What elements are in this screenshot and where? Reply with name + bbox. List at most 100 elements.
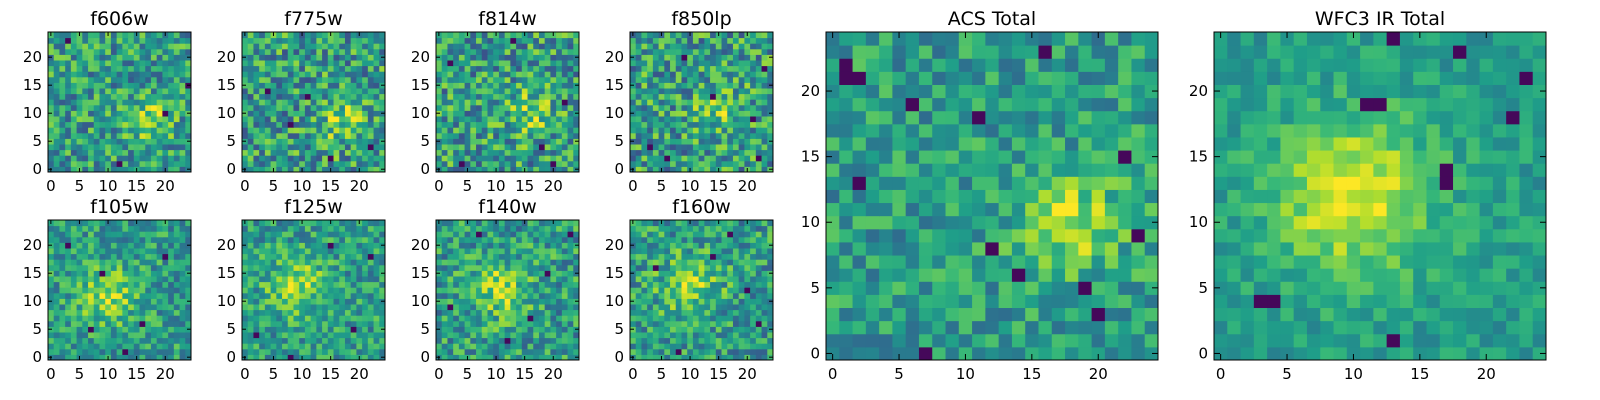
heatmap-cell: [139, 236, 146, 243]
heatmap-cell: [259, 242, 266, 249]
heatmap-cell: [247, 149, 254, 156]
heatmap-cell: [561, 43, 569, 50]
heatmap-cell: [133, 43, 141, 50]
heatmap-cell: [664, 343, 671, 350]
heatmap-cell: [715, 144, 723, 151]
heatmap-cell: [122, 82, 129, 89]
heatmap-cell: [436, 304, 443, 311]
heatmap-cell: [122, 298, 129, 305]
heatmap-cell: [510, 43, 517, 50]
heatmap-cell: [527, 320, 534, 327]
heatmap-cell: [367, 149, 375, 156]
heatmap-cell: [738, 71, 745, 78]
heatmap-cell: [441, 292, 448, 299]
heatmap-cell: [48, 104, 55, 111]
heatmap-cell: [436, 71, 443, 78]
heatmap-cell: [561, 231, 569, 238]
heatmap-cell: [373, 292, 380, 299]
heatmap-cell: [738, 320, 745, 327]
heatmap-cell: [658, 149, 665, 156]
heatmap-cell: [333, 155, 340, 162]
heatmap-cell: [498, 160, 506, 167]
heatmap-cell: [350, 281, 357, 288]
heatmap-cell: [658, 309, 665, 316]
heatmap-cell: [510, 54, 517, 61]
heatmap-cell: [710, 320, 717, 327]
heatmap-cell: [350, 326, 357, 333]
heatmap-cell: [647, 343, 654, 350]
y-tick-label: 0: [420, 160, 430, 178]
heatmap-cell: [339, 231, 346, 238]
heatmap-cell: [282, 60, 289, 67]
heatmap-cell: [173, 264, 181, 271]
heatmap-cell: [533, 138, 540, 145]
heatmap-cell: [339, 276, 346, 283]
heatmap-cell: [310, 276, 317, 283]
heatmap-cell: [750, 60, 757, 67]
heatmap-cell: [487, 127, 494, 134]
heatmap-cell: [556, 76, 563, 83]
heatmap-cell: [99, 292, 106, 299]
heatmap-cell: [65, 236, 72, 243]
heatmap-cell: [470, 37, 477, 44]
heatmap-cell: [133, 264, 141, 271]
heatmap-cell: [464, 121, 471, 128]
heatmap-cell: [128, 253, 135, 260]
y-tick-label: 20: [23, 48, 42, 66]
heatmap-cell: [105, 54, 112, 61]
heatmap-cell: [76, 253, 83, 260]
heatmap-cell: [487, 298, 494, 305]
heatmap-cell: [538, 315, 546, 322]
heatmap-cell: [630, 65, 637, 72]
heatmap-cell: [327, 93, 335, 100]
heatmap-cell: [681, 65, 688, 72]
heatmap-cell: [247, 248, 254, 255]
heatmap-cell: [105, 315, 112, 322]
heatmap-cell: [750, 160, 757, 167]
heatmap-cell: [533, 270, 540, 277]
heatmap-cell: [738, 354, 745, 361]
heatmap-cell: [287, 160, 294, 167]
heatmap-cell: [264, 144, 272, 151]
heatmap-cell: [350, 43, 357, 50]
heatmap-cell: [727, 82, 734, 89]
heatmap-cell: [53, 304, 60, 311]
heatmap-cell: [253, 343, 260, 350]
heatmap-cell: [287, 110, 294, 117]
heatmap-cell: [367, 93, 375, 100]
heatmap-cell: [698, 281, 705, 288]
heatmap-cell: [99, 65, 106, 72]
heatmap-cell: [681, 82, 688, 89]
heatmap-cell: [139, 93, 146, 100]
heatmap-cell: [538, 144, 546, 151]
heatmap-cell: [698, 276, 705, 283]
heatmap-cell: [367, 276, 375, 283]
heatmap-cell: [173, 320, 181, 327]
heatmap-cell: [670, 326, 677, 333]
heatmap-cell: [270, 298, 277, 305]
heatmap-cell: [441, 354, 448, 361]
heatmap-cell: [630, 60, 637, 67]
heatmap-cell: [150, 127, 158, 134]
heatmap-cell: [647, 287, 654, 294]
heatmap-cell: [727, 166, 734, 173]
heatmap-cell: [82, 248, 89, 255]
heatmap-cell: [675, 76, 682, 83]
heatmap-cell: [458, 65, 466, 72]
heatmap-cell: [692, 127, 700, 134]
heatmap-cell: [333, 315, 340, 322]
heatmap-cell: [732, 320, 740, 327]
heatmap-cell: [533, 337, 540, 344]
heatmap-cell: [738, 281, 745, 288]
heatmap-cell: [48, 121, 55, 128]
heatmap-cell: [344, 348, 352, 355]
heatmap-cell: [727, 121, 734, 128]
heatmap-cell: [453, 259, 460, 266]
heatmap-cell: [99, 71, 106, 78]
heatmap-cell: [510, 138, 517, 145]
heatmap-cell: [647, 37, 654, 44]
heatmap-cell: [322, 304, 329, 311]
heatmap-cell: [327, 259, 335, 266]
y-tick-label: 20: [605, 48, 624, 66]
